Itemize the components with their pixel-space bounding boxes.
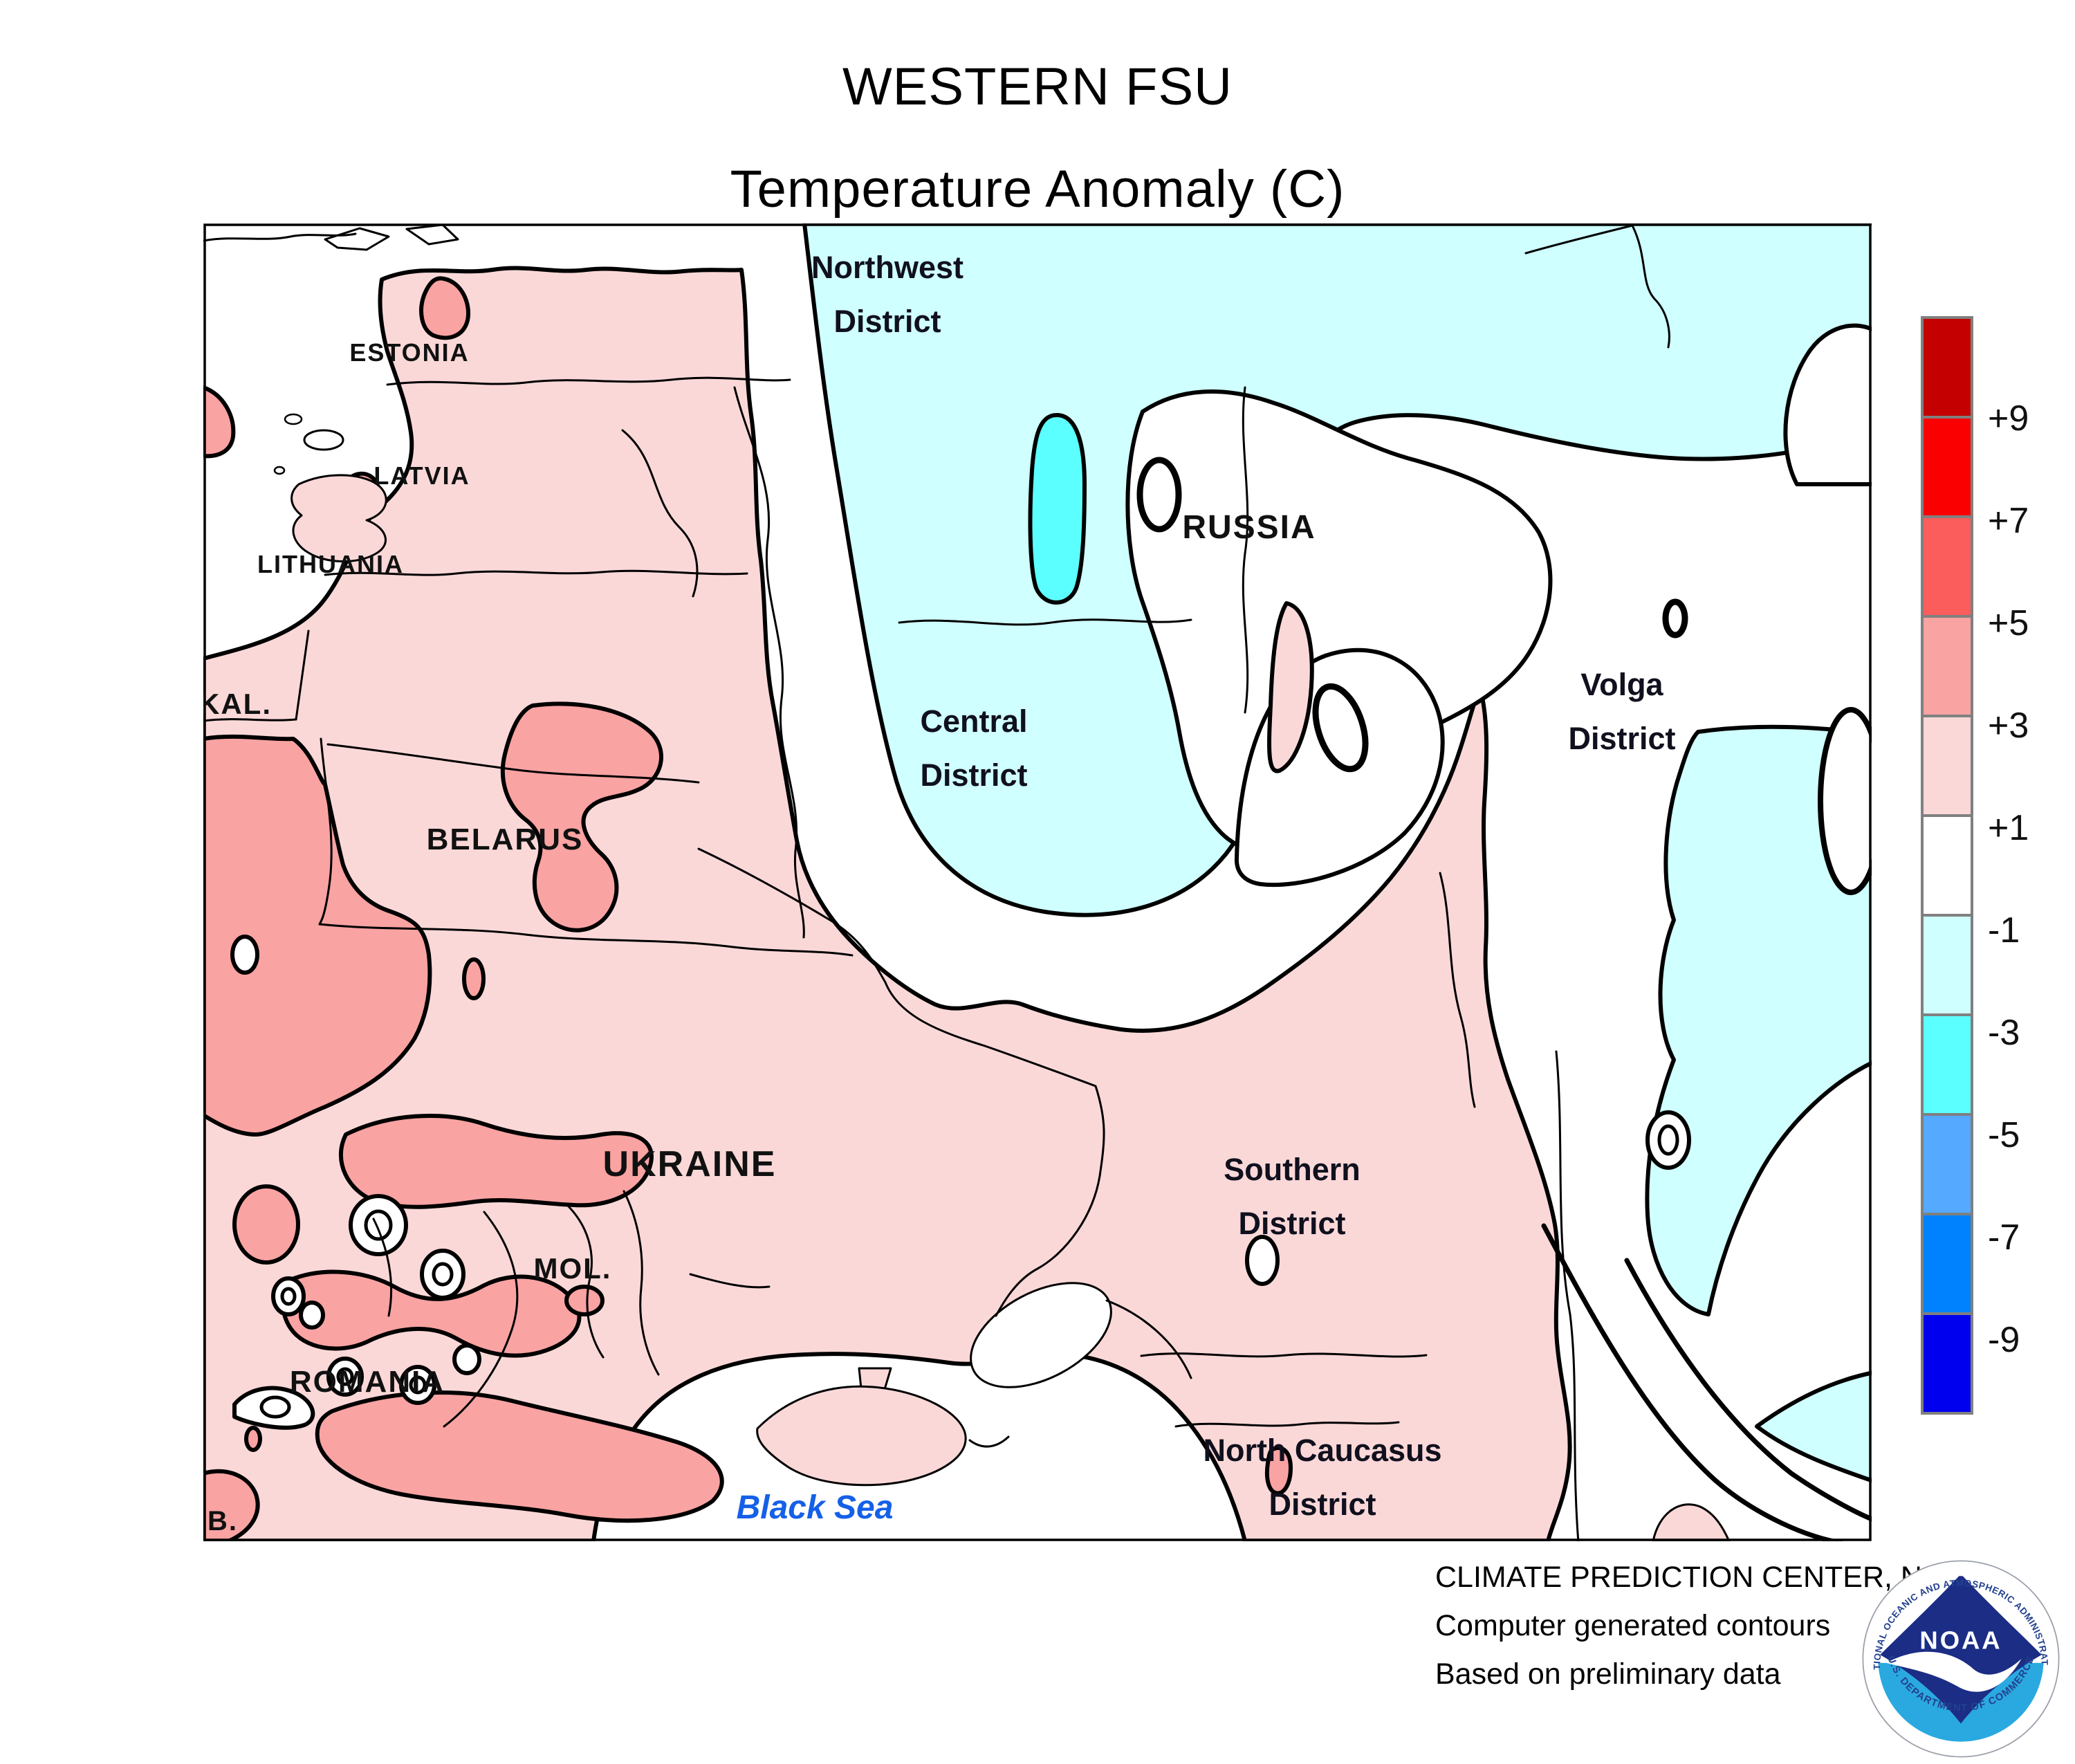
- contour-line: [1624, 1258, 1879, 1523]
- map-label-northwest-district-1: Northwest: [811, 250, 963, 285]
- map-label-north-caucasus-district-1: North Caucasus: [1203, 1433, 1441, 1468]
- map-label-central-district-1: Central: [920, 704, 1027, 739]
- legend-value: +1: [1988, 808, 2029, 848]
- legend-swatch: [1921, 515, 1973, 618]
- legend-swatch: [1921, 914, 1973, 1016]
- logo-wordmark: NOAA: [1919, 1626, 2002, 1654]
- contour-oval: [1312, 683, 1369, 773]
- anomaly-region-plus1: [201, 266, 1572, 1543]
- map-label-volga-district-2: District: [1568, 721, 1675, 756]
- map-label-ukraine: UKRAINE: [603, 1144, 777, 1184]
- pink-teardrop: [1267, 601, 1314, 773]
- map-frame: [203, 223, 1872, 1541]
- legend-value: +3: [1988, 706, 2029, 746]
- legend-value: -9: [1988, 1320, 2020, 1360]
- title-region: WESTERN FSU: [842, 57, 1233, 116]
- map-label-moldova: MOL.: [534, 1252, 612, 1285]
- map-label-southern-district-2: District: [1238, 1206, 1345, 1241]
- legend-value: -3: [1988, 1013, 2020, 1053]
- map-label-estonia: ESTONIA: [349, 338, 469, 367]
- map-label-belarus: BELARUS: [427, 823, 584, 856]
- country-borders: [202, 224, 1670, 1428]
- anomaly-map: ESTONIA LATVIA LITHUANIA KAL. BELARUS UK…: [199, 221, 1884, 1545]
- baltic-islands: [202, 223, 459, 563]
- map-label-northwest-district-2: District: [833, 304, 941, 339]
- legend-swatch: [1921, 1213, 1973, 1315]
- pink-sliver: [1652, 1503, 1731, 1543]
- map-label-russia: RUSSIA: [1182, 509, 1316, 546]
- crimea-peninsula: [756, 1385, 967, 1487]
- legend-swatch: [1921, 814, 1973, 917]
- map-label-north-caucasus-district-2: District: [1269, 1487, 1376, 1522]
- title-variable: Temperature Anomaly (C): [730, 160, 1345, 219]
- credit-method: Computer generated contours: [1435, 1609, 1831, 1642]
- legend-swatch: [1921, 715, 1973, 817]
- legend-swatch: [1921, 615, 1973, 717]
- seagull-icon: [1885, 1651, 2022, 1692]
- map-label-black-sea: Black Sea: [737, 1489, 894, 1526]
- legend-value: -7: [1988, 1218, 2020, 1258]
- legend-swatch: [1921, 316, 1973, 419]
- map-label-bulgaria: B.: [208, 1506, 238, 1536]
- anomaly-region-minus3: [1028, 413, 1087, 605]
- legend-value: -1: [1988, 910, 2020, 950]
- black-sea-features: [689, 1273, 1112, 1487]
- contour-oval: [1662, 598, 1688, 638]
- sea-of-azov: [970, 1282, 1112, 1388]
- map-label-volga-district-1: Volga: [1580, 667, 1663, 702]
- color-scale-legend: [1921, 316, 1973, 1415]
- contour-oval: [1136, 457, 1182, 533]
- legend-swatch: [1921, 416, 1973, 518]
- map-label-lithuania: LITHUANIA: [257, 550, 404, 578]
- contour-bullseyes: [230, 935, 1691, 1430]
- noaa-logo: NOAA NATIONAL OCEANIC AND ATMOSPHERIC AD…: [1856, 1550, 2065, 1760]
- contour-oval: [1818, 707, 1884, 895]
- map-label-central-district-2: District: [920, 757, 1027, 793]
- contour-line: [1541, 1223, 1844, 1545]
- map-label-latvia: LATVIA: [374, 461, 470, 490]
- white-notch-northeast: [1783, 323, 1883, 486]
- legend-value: +9: [1988, 398, 2029, 439]
- logo-emblem: NOAA: [1878, 1576, 2044, 1742]
- legend-value: +7: [1988, 501, 2029, 541]
- map-label-kaliningrad: KAL.: [203, 688, 272, 720]
- map-label-romania: ROMANIA: [290, 1365, 445, 1399]
- legend-swatch: [1921, 1113, 1973, 1215]
- legend-value: -5: [1988, 1115, 2020, 1155]
- logo-sky-diamond: [1880, 1576, 2042, 1724]
- caspian-coastline: [1555, 1050, 1580, 1544]
- map-label-southern-district-1: Southern: [1224, 1152, 1361, 1187]
- anomaly-region-minus1-east: [1645, 707, 1884, 1486]
- credit-data-note: Based on preliminary data: [1435, 1657, 1781, 1691]
- legend-swatch: [1921, 1312, 1973, 1415]
- legend-swatch: [1921, 1013, 1973, 1116]
- legend-value: +5: [1988, 603, 2029, 643]
